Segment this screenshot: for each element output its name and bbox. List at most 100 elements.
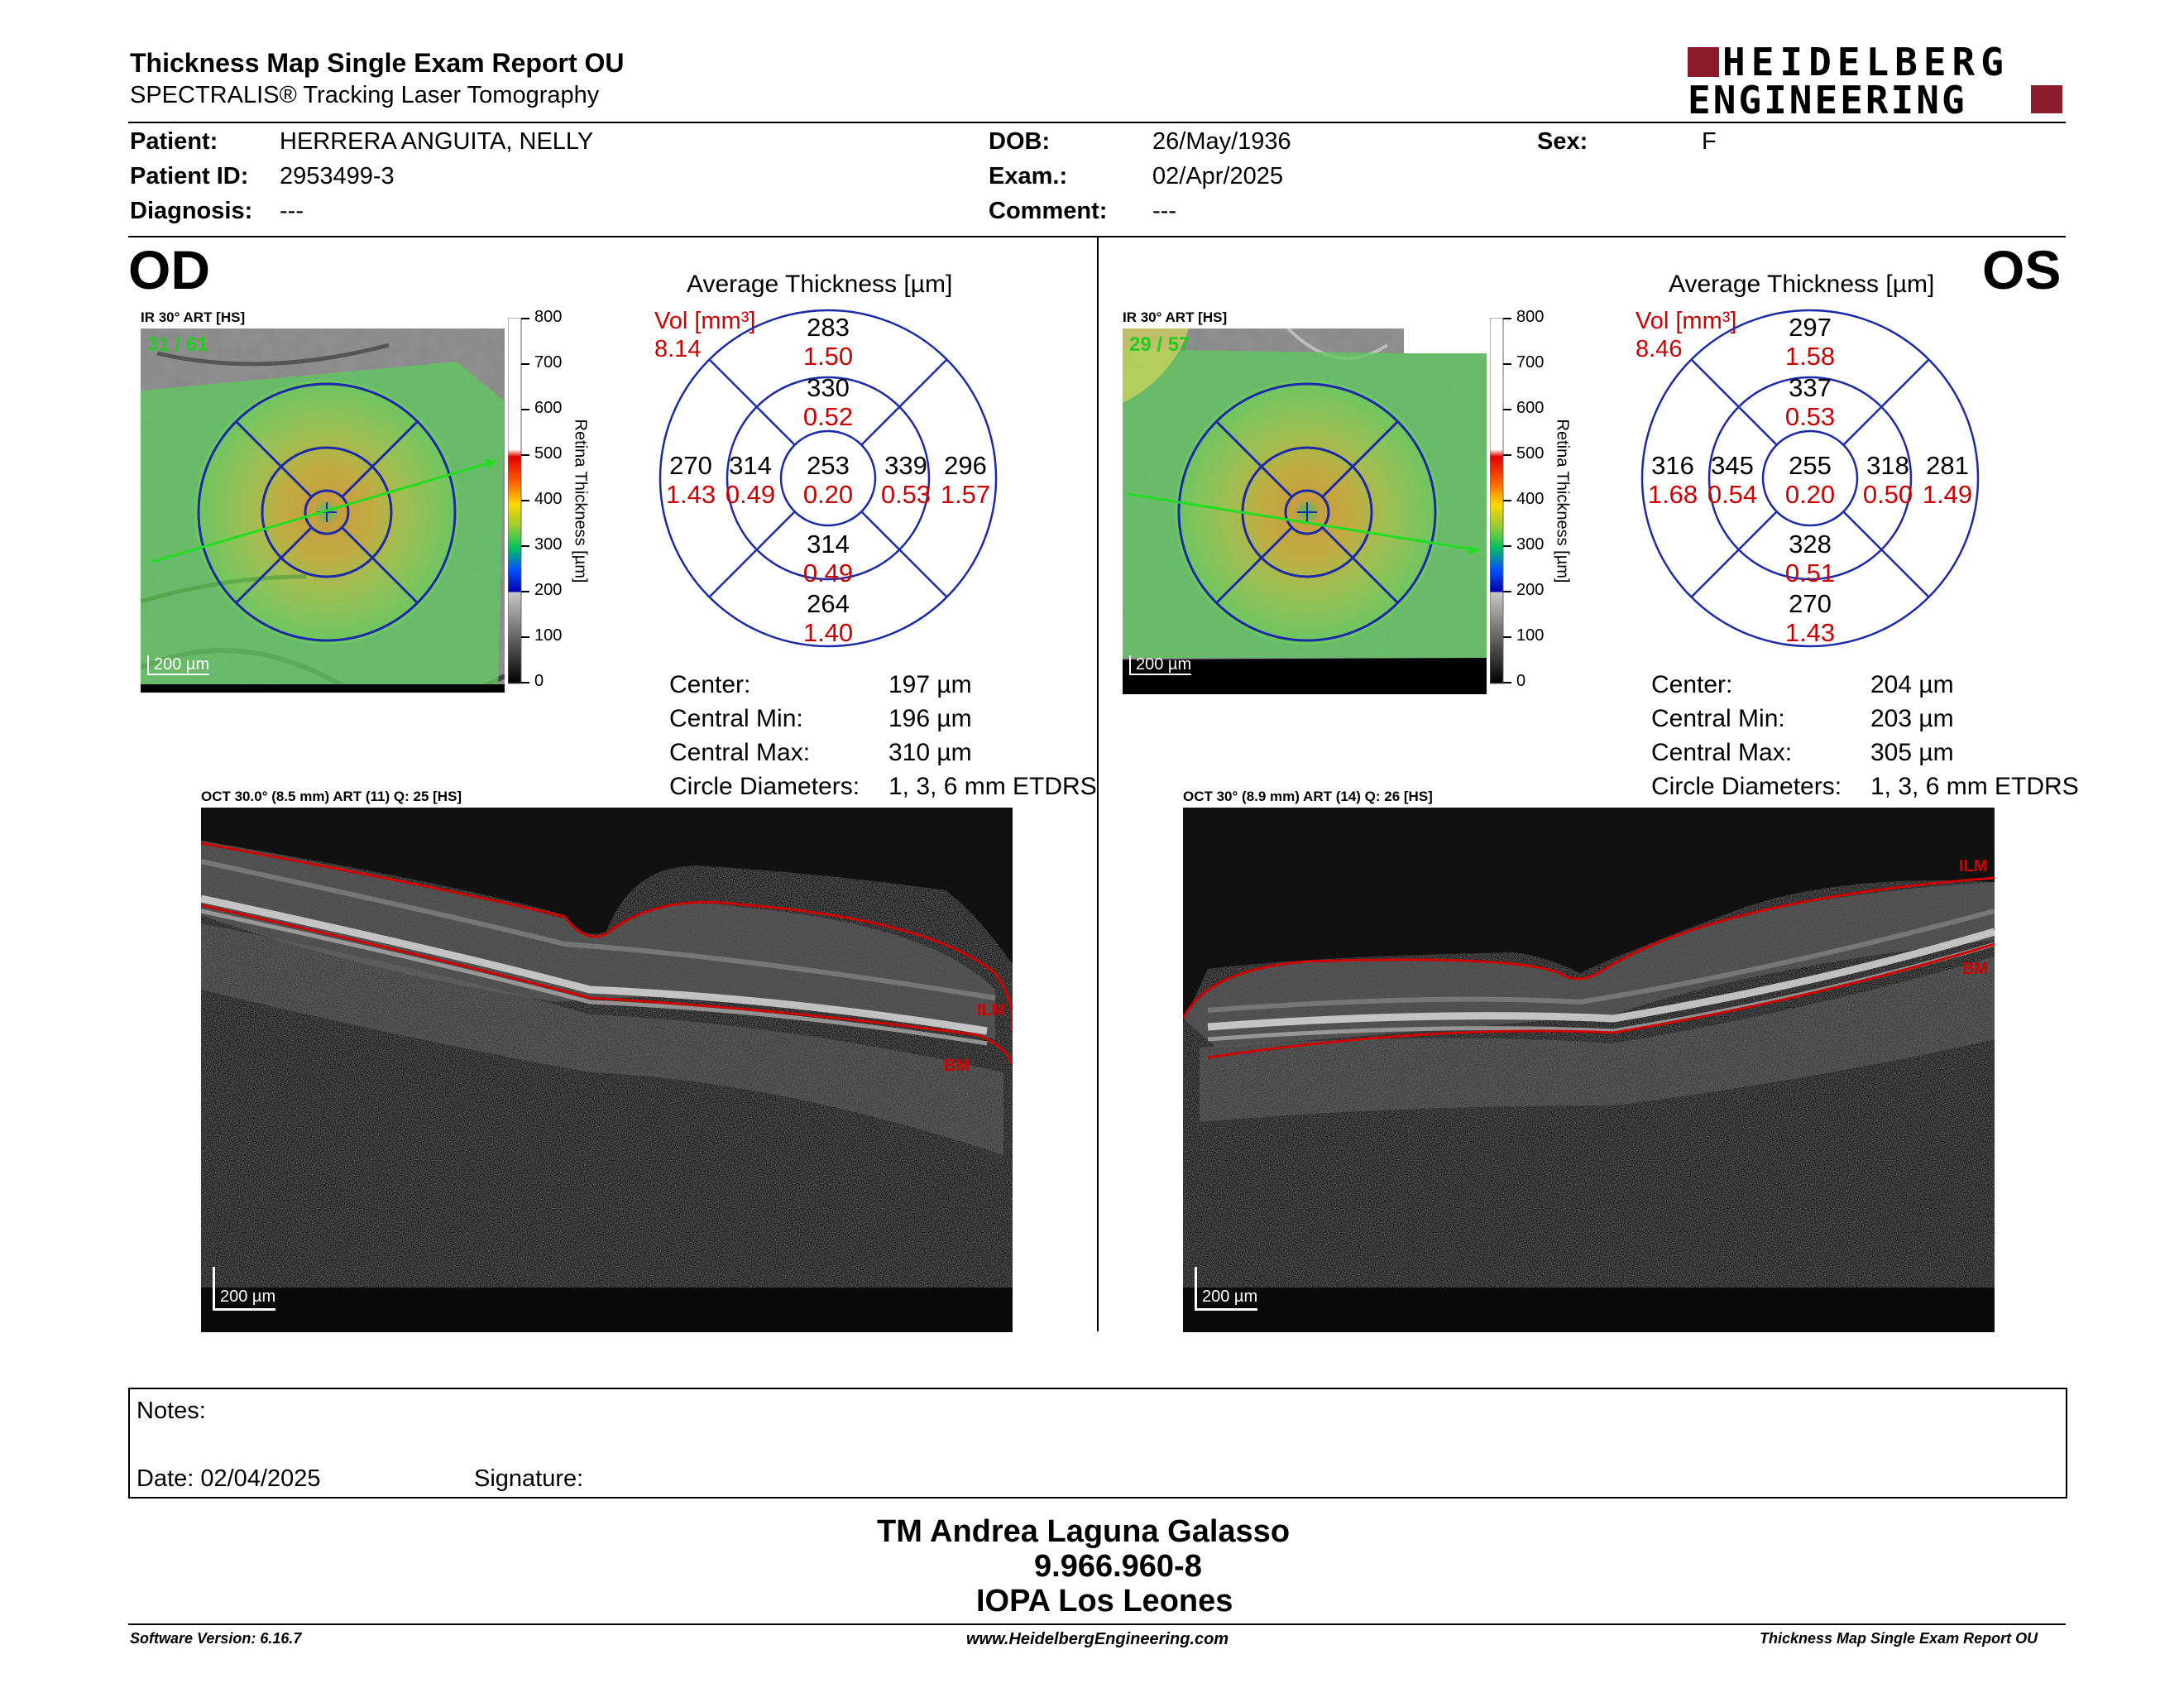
od-inner-left-thickness: 314 [729,451,772,480]
os-center-label: Center: [1651,671,1733,698]
os-outer-top-thickness: 297 [1789,313,1832,342]
os-vol-value: 8.46 [1636,336,1683,362]
od-oct-scale: 200 µm [213,1267,276,1311]
sex-label: Sex: [1537,128,1588,155]
os-tick-300: 300 [1516,535,1545,554]
report-subtitle: SPECTRALIS® Tracking Laser Tomography [130,82,600,108]
os-ir-scale: 200 µm [1129,655,1192,675]
od-circle-value: 1, 3, 6 mm ETDRS [888,773,1097,800]
os-inner-left-volume: 0.54 [1707,480,1758,509]
od-center-value: 197 µm [888,671,972,698]
os-fundus-image: 29 / 57 200 µm [1123,328,1487,694]
od-etdrs-grid [659,309,998,648]
os-tick-800: 800 [1516,308,1545,326]
patient-id-label: Patient ID: [130,163,249,189]
diagnosis-label: Diagnosis: [130,198,253,224]
os-tick-0: 0 [1516,672,1526,690]
eye-label-od: OD [128,239,210,300]
os-tick-200: 200 [1516,581,1545,599]
od-min-label: Central Min: [669,705,803,732]
os-circle-value: 1, 3, 6 mm ETDRS [1870,773,2079,800]
os-inner-bottom-volume: 0.51 [1784,559,1836,587]
od-tick-0: 0 [534,672,544,690]
os-outer-right-thickness: 281 [1926,451,1969,480]
os-oct-scale: 200 µm [1195,1267,1258,1311]
od-vol-value: 8.14 [654,336,702,362]
od-center-label: Center: [669,671,751,698]
os-tick-100: 100 [1516,626,1545,645]
od-outer-top-thickness: 283 [807,313,850,342]
os-tick-400: 400 [1516,490,1545,508]
comment-value: --- [1152,198,1176,224]
od-tick-200: 200 [534,581,563,599]
report-title: Thickness Map Single Exam Report OU [130,48,625,78]
eye-divider [1097,237,1099,1331]
os-inner-right-volume: 0.50 [1862,480,1913,509]
os-outer-bottom-thickness: 270 [1789,589,1832,618]
od-outer-left-volume: 1.43 [665,480,716,509]
os-center-thickness: 255 [1789,451,1832,480]
od-center-thickness: 253 [807,451,850,480]
patient-id: 2953499-3 [280,163,395,189]
od-inner-right-thickness: 339 [884,451,927,480]
os-outer-bottom-volume: 1.43 [1784,618,1836,647]
od-circle-label: Circle Diameters: [669,773,860,800]
os-circle-label: Circle Diameters: [1651,773,1842,800]
os-tick-500: 500 [1516,444,1545,463]
signer-name: TM Andrea Laguna Galasso [877,1514,1291,1549]
od-tick-500: 500 [534,444,563,463]
os-inner-left-thickness: 345 [1711,451,1754,480]
notes-label: Notes: [136,1398,206,1424]
od-oct-caption: OCT 30.0° (8.5 mm) ART (11) Q: 25 [HS] [201,789,462,804]
os-center-value: 204 µm [1870,671,1954,698]
os-inner-bottom-thickness: 328 [1789,530,1832,559]
eye-label-os: OS [1982,239,2062,300]
od-inner-right-volume: 0.53 [880,480,932,509]
os-oct-scan: ILM BM 200 µm [1183,808,1995,1332]
od-tick-100: 100 [534,626,563,645]
os-inner-right-thickness: 318 [1866,451,1909,480]
od-tick-700: 700 [534,353,563,372]
od-inner-top-thickness: 330 [807,373,850,402]
od-tick-800: 800 [534,308,563,326]
signer-id: 9.966.960-8 [1034,1549,1202,1584]
logo-line2: ENGINEERING [1688,78,1967,122]
os-etdrs-grid [1640,309,1980,648]
software-version: Software Version: 6.16.7 [130,1630,302,1647]
od-etdrs-overlay [151,382,497,642]
od-min-value: 196 µm [888,705,972,732]
od-outer-left-thickness: 270 [669,451,712,480]
os-max-value: 305 µm [1870,739,1954,766]
exam-value: 02/Apr/2025 [1152,163,1284,189]
os-frame-count: 29 / 57 [1129,333,1190,356]
od-tick-300: 300 [534,535,563,554]
header-rule [128,122,2066,123]
os-ir-caption: IR 30° ART [HS] [1123,309,1228,325]
os-colorbar-label: Retina Thickness [µm] [1553,419,1572,583]
od-vol-label: Vol [mm³] [654,308,756,334]
od-center-volume: 0.20 [802,480,854,509]
os-etdrs-overlay [1127,382,1480,642]
os-outer-right-volume: 1.49 [1922,480,1973,509]
os-outer-left-volume: 1.68 [1647,480,1698,509]
footer-rule [128,1623,2066,1625]
website-link[interactable]: www.HeidelbergEngineering.com [966,1630,1229,1648]
od-inner-bottom-volume: 0.49 [802,559,854,587]
os-outer-left-thickness: 316 [1651,451,1694,480]
os-tick-700: 700 [1516,353,1545,372]
od-outer-right-thickness: 296 [944,451,987,480]
od-outer-bottom-volume: 1.40 [802,618,854,647]
footer-report-name: Thickness Map Single Exam Report OU [1760,1630,2038,1647]
od-tick-600: 600 [534,399,563,417]
os-inner-top-thickness: 337 [1789,373,1832,402]
od-inner-bottom-thickness: 314 [807,530,850,559]
os-ilm-label: ILM [1959,857,1988,875]
patient-label: Patient: [130,128,218,155]
diagnosis-value: --- [280,198,304,224]
dob-label: DOB: [989,128,1051,155]
comment-label: Comment: [989,198,1108,224]
od-oct-scan: ILM BM 200 µm [201,808,1013,1332]
os-tick-600: 600 [1516,399,1545,417]
od-ir-scale: 200 µm [147,655,210,675]
